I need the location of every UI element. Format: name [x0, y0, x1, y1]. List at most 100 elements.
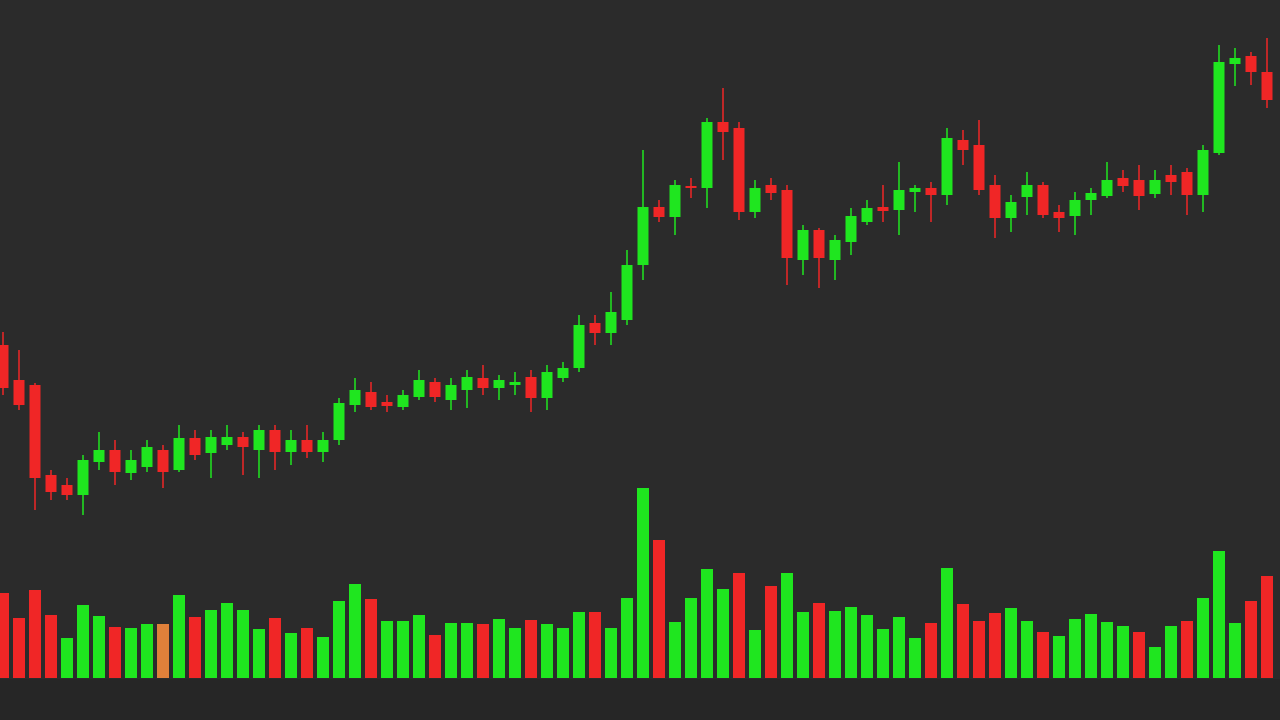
volume-bar [45, 615, 57, 678]
volume-bar [637, 488, 649, 678]
volume-bar [573, 612, 585, 678]
candle-body [141, 447, 153, 467]
candle-body [173, 438, 185, 470]
candle-body [1117, 178, 1129, 186]
volume-bar [141, 624, 153, 678]
candle-body [221, 437, 233, 445]
candle-body [605, 312, 617, 333]
candle-body [973, 145, 985, 190]
volume-bar [861, 615, 873, 678]
volume-bar [413, 615, 425, 678]
candle-body [461, 377, 473, 390]
volume-bar [909, 638, 921, 678]
volume-bar [589, 612, 601, 678]
volume-bar [1101, 622, 1113, 678]
candle-body [701, 122, 713, 188]
candle-body [317, 440, 329, 452]
candle-body [557, 368, 569, 378]
candle-body [685, 186, 697, 188]
candle-body [349, 390, 361, 405]
volume-bar [765, 586, 777, 678]
volume-bar [1117, 626, 1129, 678]
volume-bar [13, 618, 25, 678]
volume-bar [653, 540, 665, 678]
volume-bar [845, 607, 857, 678]
volume-bar [1165, 626, 1177, 678]
volume-bar [989, 613, 1001, 678]
candle-body [813, 230, 825, 258]
candle-body [45, 475, 57, 492]
candle-body [893, 190, 905, 210]
volume-bar [77, 605, 89, 678]
candle-body [1037, 185, 1049, 215]
volume-bar [189, 617, 201, 678]
candle-body [269, 430, 281, 452]
candle-body [13, 380, 25, 405]
volume-bar [813, 603, 825, 678]
candle-body [205, 437, 217, 453]
candle-body [445, 385, 457, 400]
volume-bar [221, 603, 233, 678]
candle-body [1021, 185, 1033, 197]
volume-bar [61, 638, 73, 678]
candle-body [493, 380, 505, 388]
candle-body [621, 265, 633, 320]
volume-bar [333, 601, 345, 678]
volume-bar [157, 624, 169, 678]
volume-bar [1069, 619, 1081, 678]
volume-bar [733, 573, 745, 678]
volume-bar [893, 617, 905, 678]
candle-body [189, 438, 201, 455]
candle-body [301, 440, 313, 452]
candle-body [397, 395, 409, 407]
volume-bar [605, 628, 617, 678]
volume-bar [621, 598, 633, 678]
volume-bar [701, 569, 713, 678]
volume-bar [0, 593, 9, 678]
volume-bar [797, 612, 809, 678]
volume-bar [1197, 598, 1209, 678]
volume-bar [285, 633, 297, 678]
volume-bar [493, 619, 505, 678]
volume-bar [461, 623, 473, 678]
volume-bar [877, 629, 889, 678]
candle-body [1181, 172, 1193, 195]
candle-body [1085, 193, 1097, 200]
candle-body [1133, 180, 1145, 196]
candle-body [525, 377, 537, 398]
candle-body [285, 440, 297, 452]
volume-bar [1213, 551, 1225, 678]
volume-bar [1261, 576, 1273, 678]
candle-body [253, 430, 265, 450]
candle-body [109, 450, 121, 472]
volume-bar [477, 624, 489, 678]
volume-bar [541, 624, 553, 678]
volume-bar [509, 628, 521, 678]
axis-strip [0, 679, 1280, 720]
candle-body [1261, 72, 1273, 100]
candle-body [237, 437, 249, 447]
candle-body [333, 403, 345, 440]
volume-bar [525, 620, 537, 678]
candle-body [669, 185, 681, 217]
candle-body [77, 460, 89, 495]
volume-bar [237, 610, 249, 678]
candle-body [797, 230, 809, 260]
volume-bar [1053, 636, 1065, 678]
candle-body [29, 385, 41, 478]
volume-bar [557, 628, 569, 678]
volume-bar [397, 621, 409, 678]
candle-body [1101, 180, 1113, 196]
volume-bar [685, 598, 697, 678]
candle-body [925, 188, 937, 195]
volume-bar [829, 611, 841, 678]
candle-body [477, 378, 489, 388]
candle-body [1197, 150, 1209, 195]
candle-body [365, 392, 377, 407]
volume-bar [317, 637, 329, 678]
volume-bar [205, 610, 217, 678]
volume-bar [717, 589, 729, 678]
candle-body [1229, 58, 1241, 64]
volume-bar [381, 621, 393, 678]
